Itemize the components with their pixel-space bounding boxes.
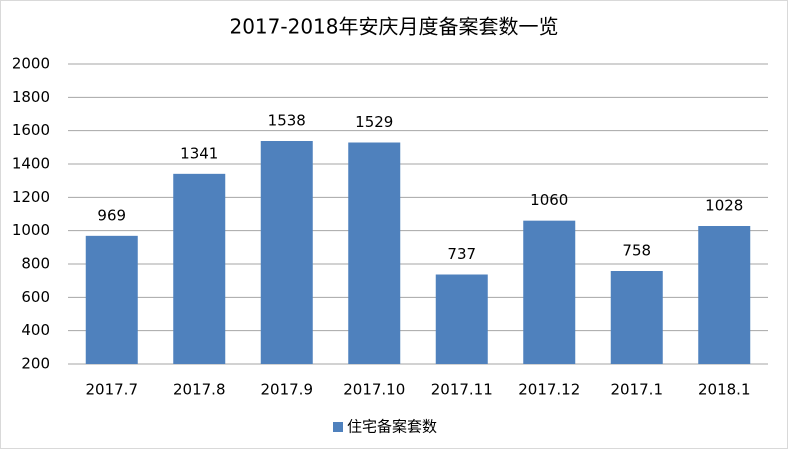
legend-swatch <box>333 422 343 432</box>
data-label: 1538 <box>268 112 306 130</box>
x-tick-label: 2018.1 <box>698 381 751 399</box>
x-tick-label: 2017.8 <box>173 381 226 399</box>
bar <box>85 235 138 364</box>
bar <box>260 141 313 364</box>
x-tick-label: 2017.9 <box>261 381 314 399</box>
data-label: 969 <box>97 206 126 224</box>
bar <box>348 142 401 364</box>
y-tick-label: 800 <box>21 255 50 273</box>
data-label: 1060 <box>530 191 568 209</box>
data-label: 758 <box>622 242 651 260</box>
y-tick-label: 600 <box>21 288 50 306</box>
data-label: 1028 <box>705 197 743 215</box>
bar <box>173 173 226 364</box>
bar <box>523 220 576 364</box>
data-label: 1529 <box>355 113 393 131</box>
x-tick-label: 2017.12 <box>518 381 580 399</box>
chart-title: 2017-2018年安庆月度备案套数一览 <box>229 15 558 39</box>
data-label: 1341 <box>180 144 218 162</box>
legend-label: 住宅备案套数 <box>347 418 437 436</box>
y-tick-label: 1800 <box>12 88 50 106</box>
bar <box>698 226 751 364</box>
y-tick-label: 2000 <box>12 55 50 73</box>
x-tick-label: 2017.7 <box>86 381 139 399</box>
y-tick-label: 1200 <box>12 188 50 206</box>
y-tick-label: 1600 <box>12 121 50 139</box>
y-tick-label: 1000 <box>12 221 50 239</box>
data-label: 737 <box>447 245 476 263</box>
y-tick-label: 200 <box>21 355 50 373</box>
x-tick-label: 2017.10 <box>343 381 405 399</box>
y-tick-label: 400 <box>21 321 50 339</box>
x-tick-label: 2017.1 <box>611 381 664 399</box>
y-tick-label: 1400 <box>12 155 50 173</box>
bar <box>435 274 488 364</box>
x-tick-label: 2017.11 <box>431 381 493 399</box>
bar <box>610 271 663 364</box>
